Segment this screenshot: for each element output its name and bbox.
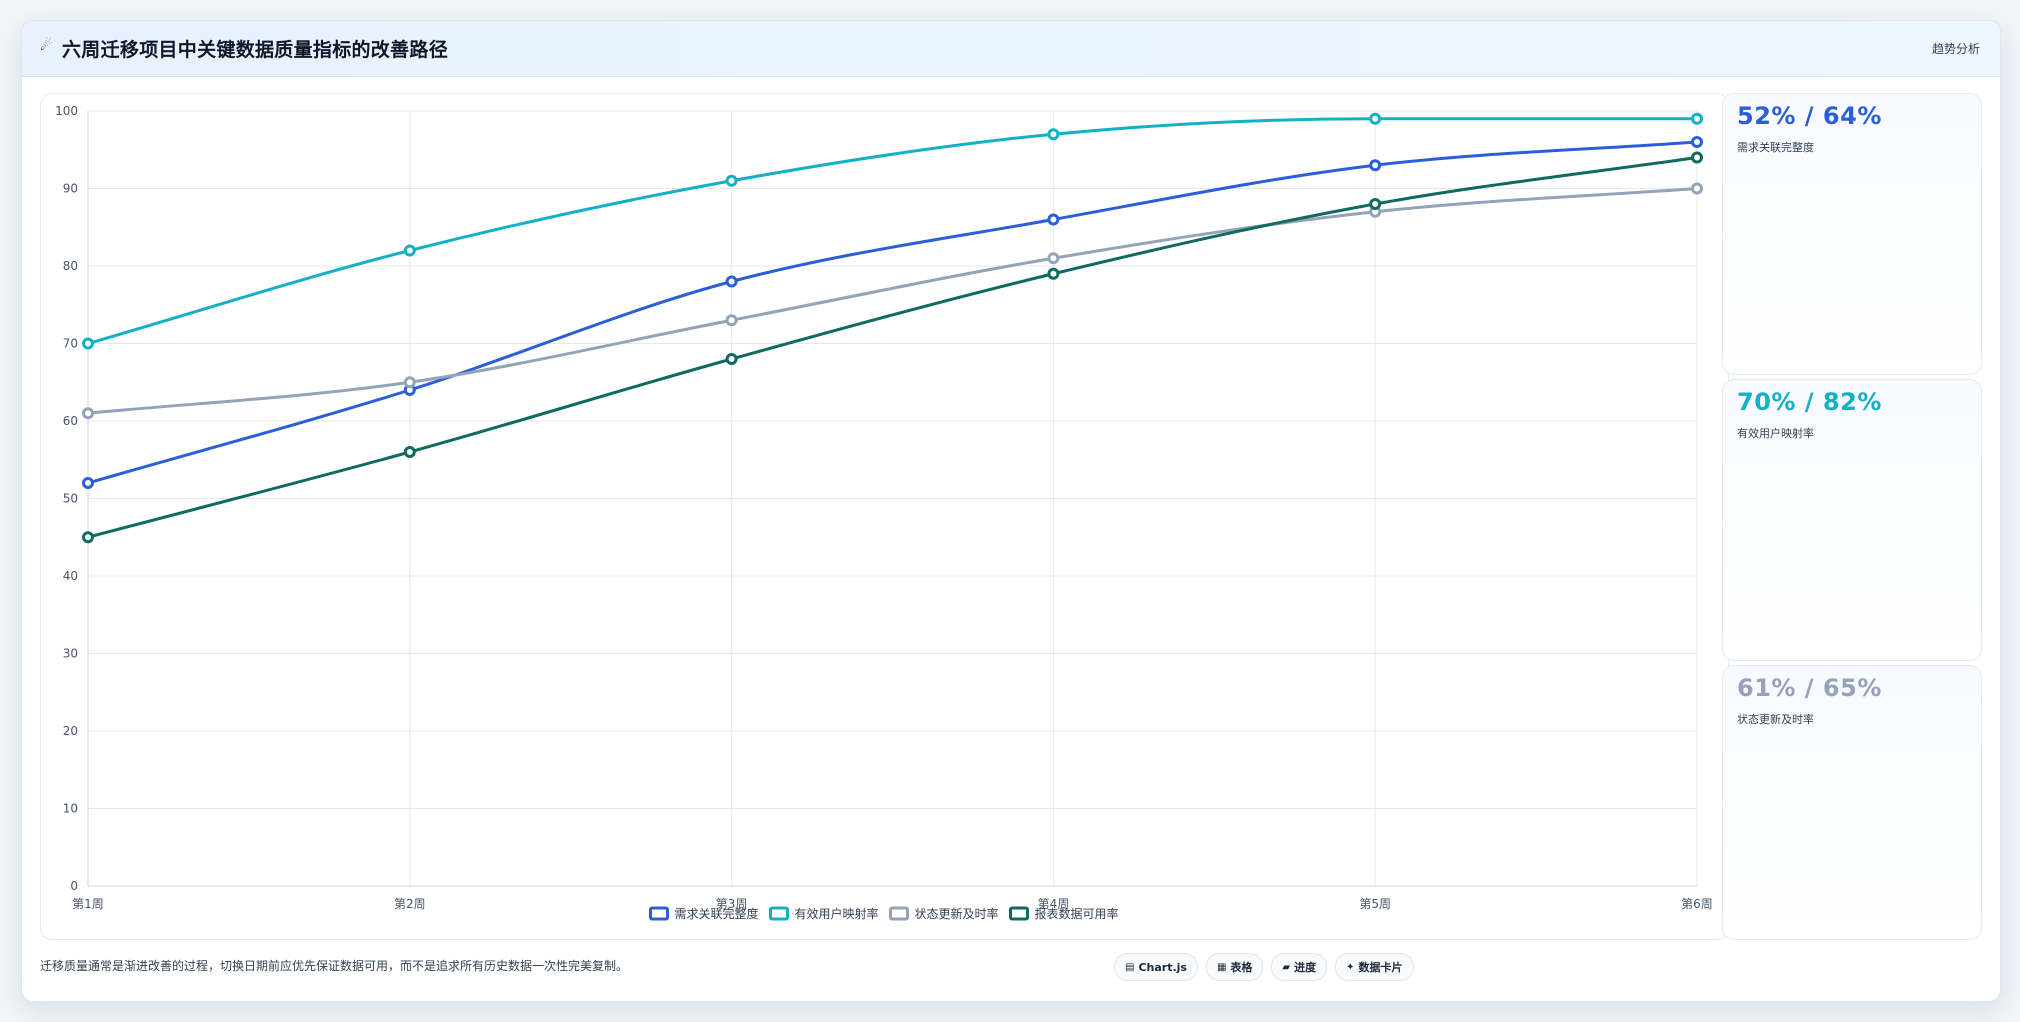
data-point <box>82 337 94 350</box>
data-point <box>1369 159 1382 172</box>
data-point <box>1047 213 1060 226</box>
y-tick-label: 100 <box>55 104 78 118</box>
comet-icon: ☄ <box>40 38 53 54</box>
legend-label: 状态更新及时率 <box>915 906 999 921</box>
data-point <box>1369 198 1382 210</box>
legend-label: 有效用户映射率 <box>795 906 879 921</box>
data-point <box>403 244 416 257</box>
metric-label: 有效用户映射率 <box>1737 427 1814 440</box>
x-tick-label: 第2周 <box>394 897 426 911</box>
metric-value: 52% / 64% <box>1737 102 1882 130</box>
data-point <box>82 407 94 420</box>
legend-swatch <box>1009 906 1029 921</box>
y-tick-label: 40 <box>63 569 78 583</box>
data-point <box>1691 182 1703 195</box>
y-tick-label: 0 <box>70 879 78 893</box>
y-tick-label: 30 <box>63 647 78 661</box>
metric-label: 需求关联完整度 <box>1737 141 1814 154</box>
pill-label: 进度 <box>1294 961 1317 974</box>
y-tick-label: 20 <box>63 724 78 738</box>
metric-card-requirements: 52% / 64% 需求关联完整度 <box>1722 93 1982 375</box>
y-tick-label: 10 <box>63 802 78 816</box>
pill-group: ▤ Chart.js ▦ 表格 ▰ 进度 ✦ 数据卡片 <box>1114 953 1414 981</box>
metric-label: 状态更新及时率 <box>1737 713 1814 726</box>
metric-card-status-update: 61% / 65% 状态更新及时率 <box>1722 665 1982 940</box>
header-bar: ☄ 六周迁移项目中关键数据质量指标的改善路径 趋势分析 <box>22 21 2000 77</box>
series-line-4 <box>86 156 1699 539</box>
y-tick-label: 50 <box>63 492 78 506</box>
chartjs-pill[interactable]: ▤ Chart.js <box>1114 953 1198 981</box>
legend-label: 报表数据可用率 <box>1035 906 1119 921</box>
data-point <box>1691 151 1703 164</box>
pill-label: 表格 <box>1230 961 1253 974</box>
x-tick-label: 第6周 <box>1681 897 1713 911</box>
pill-label: 数据卡片 <box>1358 961 1403 974</box>
data-point <box>1691 136 1703 148</box>
series-line-3 <box>86 187 1699 415</box>
y-tick-label: 70 <box>63 337 78 351</box>
legend-swatch <box>769 906 789 921</box>
data-point <box>1047 128 1060 141</box>
data-point <box>1047 267 1060 280</box>
progress-pill[interactable]: ▰ 进度 <box>1271 953 1328 981</box>
data-point <box>82 477 94 489</box>
x-tick-label: 第3周 <box>716 897 748 911</box>
line-chart-panel: 0 10 20 30 40 50 60 70 80 90 100 第1周 第2周 第3周 第4周 第5周 第6周… <box>40 93 1729 940</box>
series-line-2 <box>86 117 1699 345</box>
page-title: 六周迁移项目中关键数据质量指标的改善路径 <box>62 39 449 61</box>
y-tick-label: 60 <box>63 414 78 428</box>
data-point <box>725 275 738 288</box>
y-tick-label: 90 <box>63 182 78 196</box>
y-tick-label: 80 <box>63 259 78 273</box>
data-card-pill[interactable]: ✦ 数据卡片 <box>1335 953 1414 981</box>
series-line-1 <box>86 140 1699 485</box>
x-tick-label: 第1周 <box>72 897 104 911</box>
metric-value: 61% / 65% <box>1737 674 1882 702</box>
data-point <box>725 174 738 187</box>
data-point <box>82 531 94 544</box>
line-chart: 0 10 20 30 40 50 60 70 80 90 100 第1周 第2周 第3周 第4周 第5周 第6周… <box>55 104 1713 921</box>
legend-swatch <box>889 906 909 921</box>
metric-value: 70% / 82% <box>1737 388 1882 416</box>
data-point <box>403 376 416 389</box>
metric-card-user-mapping: 70% / 82% 有效用户映射率 <box>1722 379 1982 661</box>
trend-analysis-tag[interactable]: 趋势分析 <box>1931 42 1980 56</box>
pill-label: Chart.js <box>1138 960 1187 974</box>
sparkle-icon: ✦ <box>1346 961 1355 973</box>
data-point <box>1047 252 1060 265</box>
legend-label: 需求关联完整度 <box>675 906 759 921</box>
dashboard-card: ☄ 六周迁移项目中关键数据质量指标的改善路径 趋势分析 0 10 20 30 40 50 6… <box>21 20 2001 1002</box>
x-tick-label: 第5周 <box>1359 897 1391 911</box>
data-point <box>403 446 416 458</box>
table-pill[interactable]: ▦ 表格 <box>1205 953 1264 981</box>
x-tick-label: 第4周 <box>1038 897 1070 911</box>
legend-swatch <box>649 906 669 921</box>
data-point <box>725 353 738 365</box>
table-icon: ▦ <box>1216 961 1227 973</box>
footer-note: 迁移质量通常是渐进改善的过程，切换日期前应优先保证数据可用，而不是追求所有历史数… <box>40 959 629 973</box>
progress-icon: ▰ <box>1282 961 1291 973</box>
data-point <box>725 314 738 327</box>
chart-icon: ▤ <box>1125 961 1135 973</box>
data-point <box>1691 112 1703 125</box>
data-point <box>1369 112 1382 125</box>
